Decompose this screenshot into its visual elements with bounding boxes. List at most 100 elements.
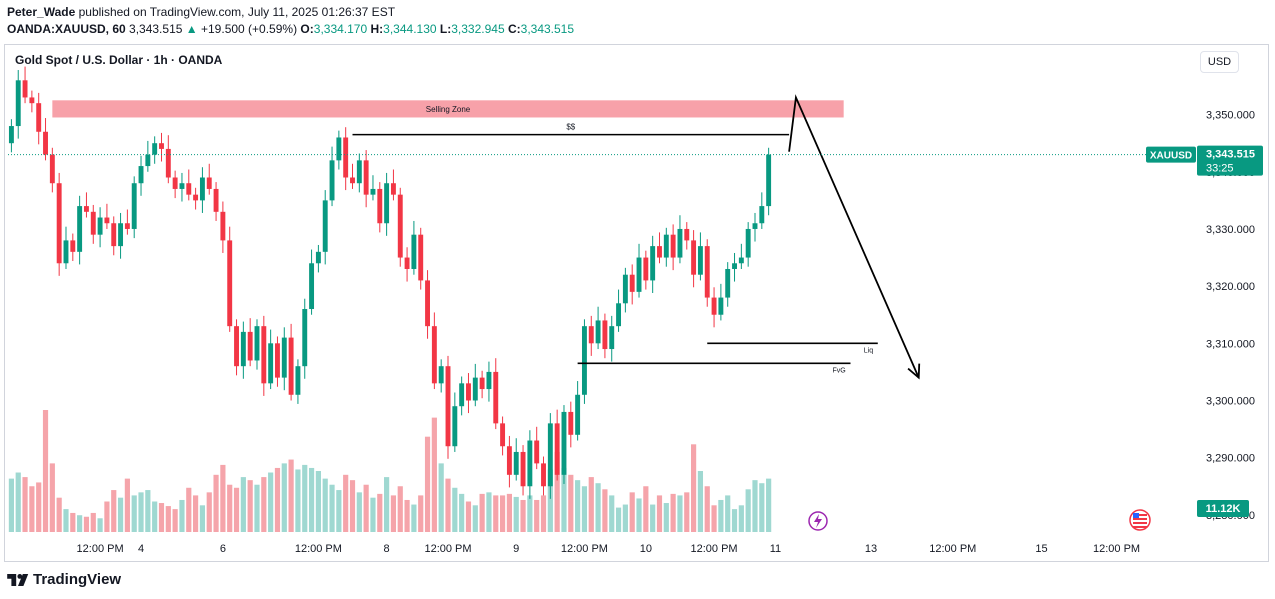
candle-body[interactable]	[131, 183, 137, 229]
candle-body[interactable]	[547, 423, 553, 487]
candle-body[interactable]	[8, 126, 14, 144]
candle-body[interactable]	[213, 188, 219, 212]
candle-body[interactable]	[356, 160, 362, 184]
candle-body[interactable]	[520, 451, 526, 487]
candle-body[interactable]	[629, 274, 635, 292]
candle-body[interactable]	[459, 383, 465, 407]
candle-body[interactable]	[254, 326, 260, 361]
candle-body[interactable]	[384, 183, 390, 224]
candle-body[interactable]	[275, 343, 280, 378]
candle-body[interactable]	[568, 411, 574, 435]
candle-body[interactable]	[697, 246, 703, 275]
candle-body[interactable]	[650, 246, 656, 281]
candle-body[interactable]	[575, 394, 581, 435]
candle-body[interactable]	[752, 223, 758, 229]
candle-body[interactable]	[500, 423, 506, 447]
candle-body[interactable]	[411, 234, 417, 269]
candle-body[interactable]	[602, 320, 608, 350]
candle-body[interactable]	[22, 80, 28, 98]
candle-body[interactable]	[431, 326, 437, 384]
candle-body[interactable]	[199, 177, 205, 201]
candle-body[interactable]	[172, 177, 178, 189]
candle-body[interactable]	[445, 366, 451, 447]
candle-body[interactable]	[329, 160, 335, 201]
candle-body[interactable]	[70, 240, 76, 252]
candle-body[interactable]	[486, 371, 492, 390]
candle-body[interactable]	[438, 366, 444, 384]
candle-body[interactable]	[609, 326, 615, 350]
candle-body[interactable]	[738, 257, 744, 264]
candle-body[interactable]	[561, 411, 567, 475]
candle-body[interactable]	[343, 137, 349, 178]
candle-body[interactable]	[670, 234, 676, 258]
candle-body[interactable]	[124, 223, 130, 229]
candle-body[interactable]	[657, 246, 662, 258]
candle-body[interactable]	[616, 303, 622, 327]
currency-button[interactable]: USD	[1200, 51, 1239, 73]
tradingview-logo[interactable]: TradingView	[7, 571, 121, 588]
candle-body[interactable]	[104, 217, 110, 224]
candle-body[interactable]	[179, 183, 185, 189]
candle-body[interactable]	[111, 223, 117, 247]
candle-body[interactable]	[118, 223, 124, 247]
candle-body[interactable]	[418, 234, 424, 281]
projection-arrow[interactable]	[788, 94, 920, 378]
candle-body[interactable]	[15, 80, 21, 127]
candle-body[interactable]	[281, 337, 287, 378]
candle-body[interactable]	[152, 143, 158, 155]
candle-body[interactable]	[506, 446, 512, 475]
candle-body[interactable]	[684, 228, 690, 241]
candle-body[interactable]	[581, 326, 587, 395]
candle-body[interactable]	[220, 211, 226, 241]
candle-body[interactable]	[145, 154, 151, 167]
candle-body[interactable]	[404, 257, 410, 269]
candle-body[interactable]	[295, 366, 301, 395]
candle-body[interactable]	[63, 240, 69, 264]
candle-body[interactable]	[322, 200, 328, 252]
candle-body[interactable]	[350, 177, 355, 184]
candle-body[interactable]	[732, 263, 737, 269]
candle-body[interactable]	[595, 320, 601, 344]
candle-body[interactable]	[466, 383, 471, 401]
candle-body[interactable]	[745, 228, 751, 258]
candle-body[interactable]	[43, 131, 48, 155]
candle-body[interactable]	[677, 228, 683, 258]
candle-body[interactable]	[247, 331, 253, 361]
candle-body[interactable]	[425, 280, 430, 327]
candle-body[interactable]	[49, 154, 55, 184]
candle-body[interactable]	[766, 154, 772, 207]
candle-body[interactable]	[206, 177, 212, 189]
candle-body[interactable]	[479, 377, 485, 390]
candle-body[interactable]	[268, 343, 274, 384]
symbol-name[interactable]: OANDA:XAUUSD, 60	[7, 22, 126, 36]
candle-body[interactable]	[90, 211, 96, 235]
selling-zone[interactable]	[52, 100, 844, 118]
candle-body[interactable]	[397, 194, 403, 258]
candle-body[interactable]	[663, 234, 669, 258]
candle-body[interactable]	[493, 371, 499, 424]
author-name[interactable]: Peter_Wade	[7, 5, 76, 19]
candle-body[interactable]	[370, 188, 376, 195]
candle-body[interactable]	[302, 309, 308, 367]
candle-body[interactable]	[636, 257, 642, 292]
candle-body[interactable]	[363, 160, 369, 195]
lightning-event-icon[interactable]	[808, 511, 828, 531]
candle-body[interactable]	[309, 263, 315, 310]
candle-body[interactable]	[691, 240, 697, 275]
candle-body[interactable]	[234, 326, 239, 367]
candle-body[interactable]	[622, 274, 628, 304]
candle-body[interactable]	[138, 166, 144, 184]
candle-body[interactable]	[227, 240, 233, 327]
candle-body[interactable]	[261, 326, 267, 384]
candle-body[interactable]	[513, 451, 519, 475]
candle-body[interactable]	[725, 268, 731, 298]
candle-body[interactable]	[315, 251, 321, 264]
candle-body[interactable]	[288, 337, 294, 395]
candle-body[interactable]	[554, 423, 560, 475]
candle-body[interactable]	[704, 246, 710, 298]
candle-body[interactable]	[452, 406, 458, 447]
candle-body[interactable]	[643, 257, 649, 281]
candle-body[interactable]	[193, 194, 199, 201]
candle-body[interactable]	[165, 148, 171, 178]
